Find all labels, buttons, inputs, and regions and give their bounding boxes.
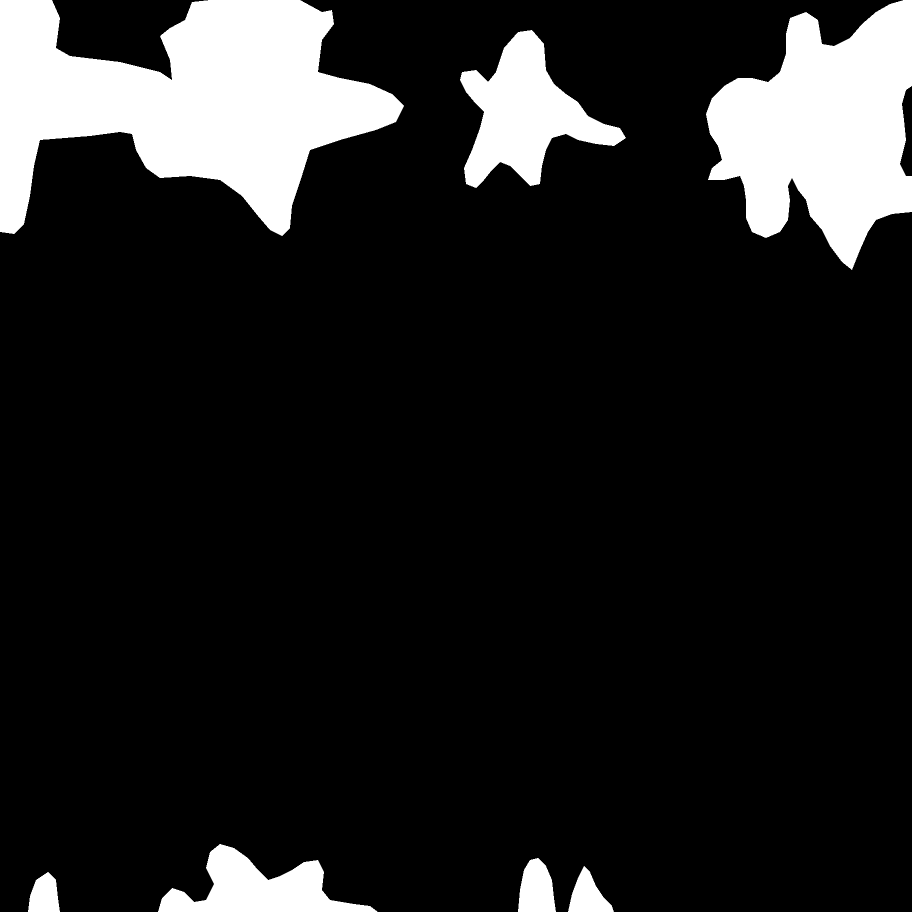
bottom-center-fragment-blob: [518, 858, 556, 912]
top-right-star-blob: [706, 0, 912, 270]
bottom-left-fragment-blob: [28, 872, 60, 912]
top-left-star-blob: [0, 0, 404, 236]
bottom-center-right-fragment-blob: [568, 866, 614, 912]
bottom-center-left-fragment-blob: [158, 844, 378, 912]
top-center-star-blob: [460, 30, 626, 188]
